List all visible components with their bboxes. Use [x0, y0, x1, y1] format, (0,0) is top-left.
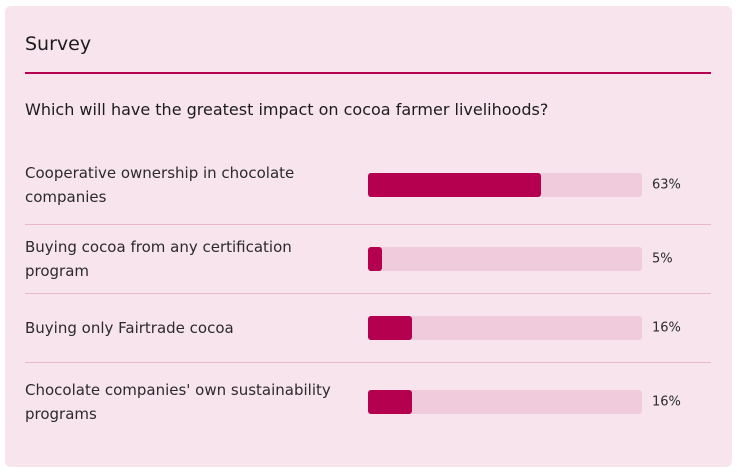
survey-option[interactable]: Cooperative ownership in chocolate compa…: [25, 145, 711, 224]
survey-title: Survey: [25, 33, 92, 55]
survey-question: Which will have the greatest impact on c…: [25, 100, 549, 119]
result-bar-track: [368, 316, 642, 340]
option-label: Buying cocoa from any certification prog…: [25, 238, 292, 280]
result-bar-track: [368, 390, 642, 414]
option-percent: 16%: [652, 394, 681, 410]
survey-options: Cooperative ownership in chocolate compa…: [25, 145, 711, 441]
result-bar-fill: [368, 247, 382, 271]
result-bar-track: [368, 172, 642, 197]
result-bar-track: [368, 247, 642, 271]
result-bar-fill: [368, 316, 412, 340]
result-bar-fill: [368, 390, 412, 414]
title-divider: [25, 72, 711, 74]
survey-option[interactable]: Buying cocoa from any certification prog…: [25, 224, 711, 293]
survey-card: Survey Which will have the greatest impa…: [5, 6, 732, 467]
result-bar-fill: [368, 172, 541, 197]
survey-option[interactable]: Buying only Fairtrade cocoa 16%: [25, 293, 711, 362]
option-label: Chocolate companies' own sustainability …: [25, 381, 331, 423]
option-percent: 16%: [652, 320, 681, 336]
survey-option[interactable]: Chocolate companies' own sustainability …: [25, 362, 711, 441]
option-label: Buying only Fairtrade cocoa: [25, 319, 234, 337]
option-label: Cooperative ownership in chocolate compa…: [25, 163, 295, 206]
option-percent: 5%: [652, 251, 673, 267]
option-percent: 63%: [652, 177, 681, 192]
